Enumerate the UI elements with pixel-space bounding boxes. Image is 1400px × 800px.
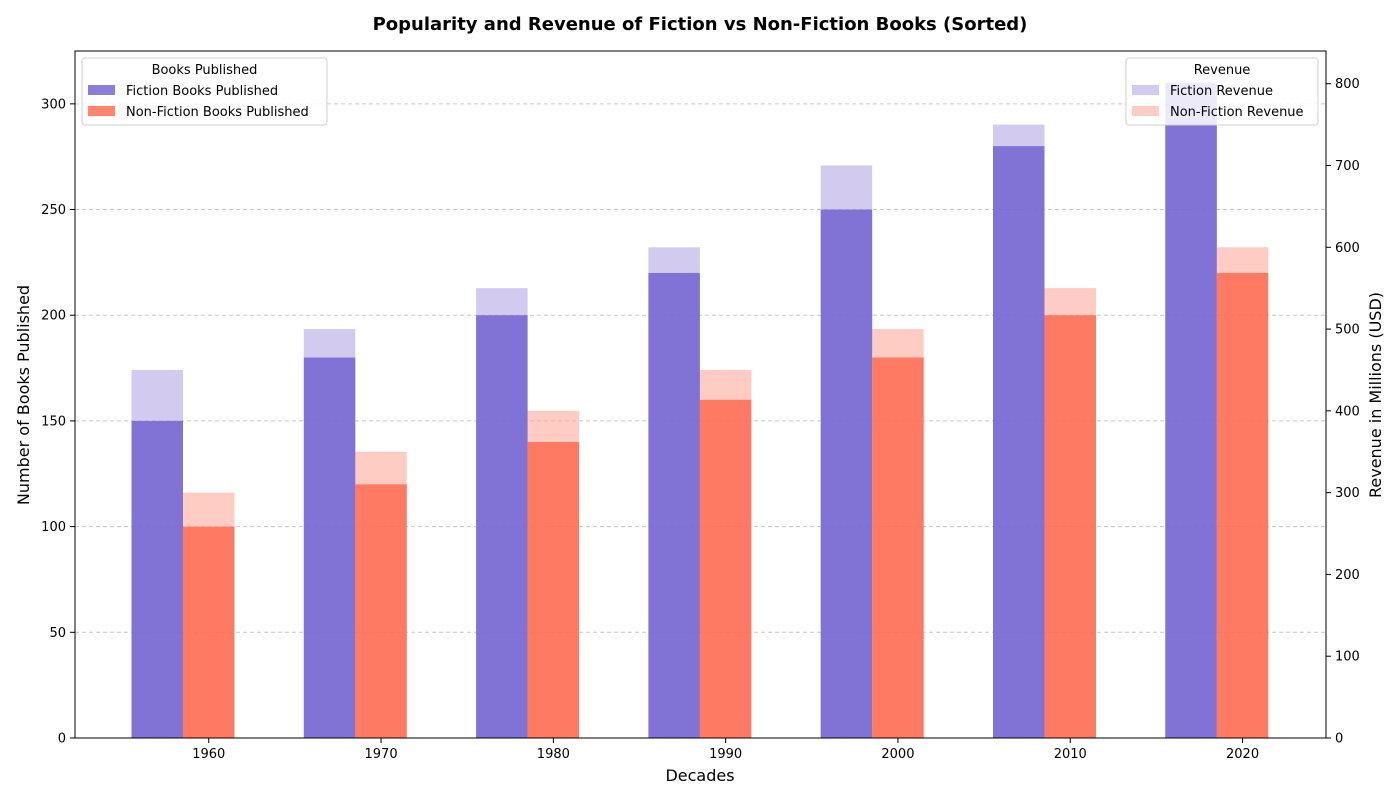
legend-title: Revenue [1194,63,1251,78]
y-axis-right: 0 100 200 300 400 500 600 700 800 [1326,77,1360,747]
bars [131,82,1269,739]
x-tick-label: 2000 [881,747,914,762]
plot-frame [74,50,1327,739]
bar-non-fiction-books [1216,272,1269,738]
y2-tick-label: 600 [1335,241,1360,256]
legend-box [1125,57,1319,126]
bar-non-fiction-books [183,526,235,738]
y-tick-label: 300 [41,97,66,112]
bar-fiction-books [303,357,356,738]
y-tick-label: 150 [41,414,66,429]
bar-fiction-books [476,315,528,738]
legend-label: Non-Fiction Revenue [1170,105,1304,120]
legend-swatch [1132,85,1159,95]
y2-tick-label: 400 [1335,404,1360,419]
y2-tick-label: 300 [1335,486,1360,501]
x-axis-title: Decades [665,766,734,785]
y2-axis-title: Revenue in Millions (USD) [1366,292,1385,498]
bar-fiction-books [131,420,183,738]
bar-fiction-books [1165,82,1217,738]
x-tick-label: 2020 [1226,747,1259,762]
x-tick-label: 1970 [365,747,398,762]
bar-non-fiction-books [699,399,752,738]
y-axis-title: Number of Books Published [14,285,33,505]
bar-non-fiction-books [355,484,407,738]
y2-tick-label: 100 [1335,650,1360,665]
y-tick-label: 0 [58,732,66,747]
x-tick-label: 1990 [709,747,742,762]
y-tick-label: 200 [41,309,66,324]
y-axis-left: 0 50 100 150 200 250 300 [41,97,75,747]
legend-swatch [88,106,115,116]
bar-fiction-books [820,209,873,739]
y-tick-label: 250 [41,203,66,218]
bar-non-fiction-books [527,442,580,738]
legend-swatch [88,85,115,95]
legend-box [81,57,328,126]
legend-label: Fiction Revenue [1170,84,1273,99]
bar-fiction-books [648,272,700,738]
x-tick-label: 2010 [1054,747,1087,762]
legend-title: Books Published [152,63,258,78]
x-tick-label: 1980 [537,747,570,762]
y2-tick-label: 200 [1335,568,1360,583]
y2-tick-label: 800 [1335,77,1360,92]
y2-tick-label: 0 [1335,732,1343,747]
legend-label: Fiction Books Published [126,84,278,99]
y-tick-label: 50 [49,626,66,641]
y2-tick-label: 700 [1335,159,1360,174]
legend-swatch [1132,106,1159,116]
chart-title: Popularity and Revenue of Fiction vs Non… [373,14,1028,35]
x-tick-label: 1960 [192,747,225,762]
y2-tick-label: 500 [1335,323,1360,338]
bar-non-fiction-books [1044,315,1096,738]
legend-books-published: Books Published Fiction Books Published No… [81,57,328,126]
legend-label: Non-Fiction Books Published [126,105,309,120]
y-tick-label: 100 [41,520,66,535]
bar-fiction-books [993,146,1045,739]
legend-revenue: Revenue Fiction Revenue Non-Fiction Revenu… [1125,57,1319,126]
x-axis: 1960 1970 1980 1990 2000 2010 2020 [192,738,1259,762]
bar-non-fiction-books [872,357,924,738]
